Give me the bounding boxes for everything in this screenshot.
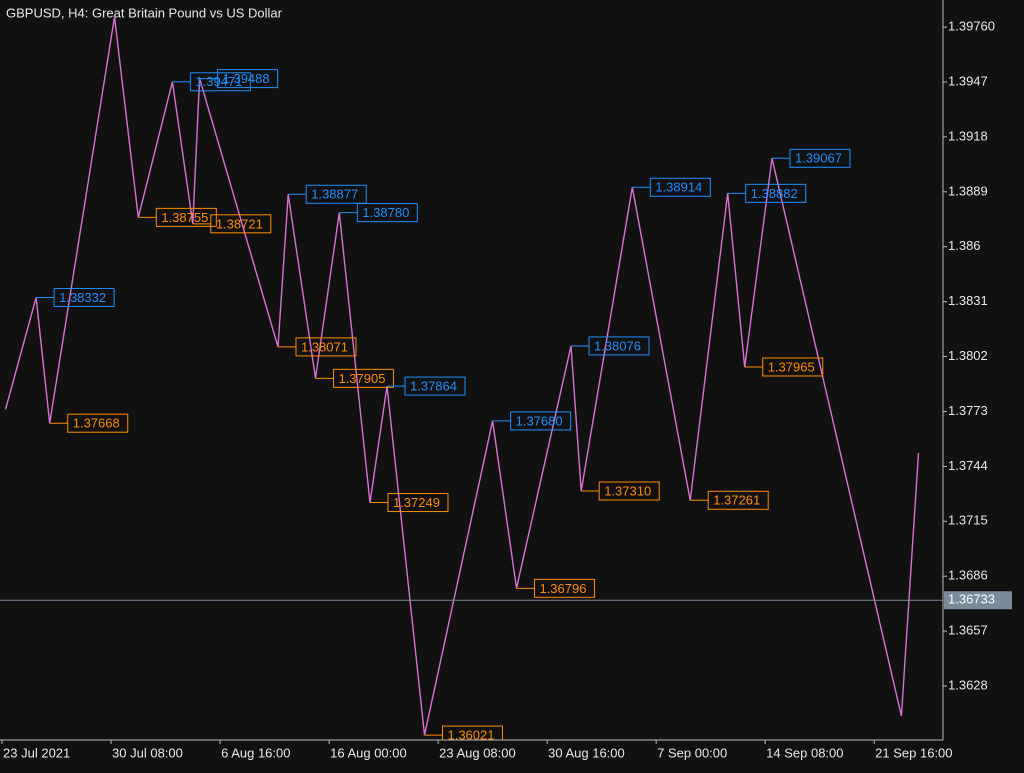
- low-label: 1.37668: [73, 416, 120, 431]
- low-label: 1.37310: [604, 483, 651, 498]
- high-label: 1.38332: [59, 290, 106, 305]
- price-label-box: [67, 413, 129, 433]
- low-label: 1.37965: [768, 359, 815, 374]
- high-label: 1.38882: [751, 186, 798, 201]
- y-tick-label: 1.3773: [948, 403, 988, 418]
- price-label-box: [441, 725, 503, 740]
- low-label: 1.36796: [539, 581, 586, 596]
- price-label-box: [598, 481, 660, 501]
- x-tick-label: 23 Jul 2021: [3, 745, 70, 760]
- plot-area: 1.38332 1.37668 1.38755 1.39471 1.38721 1.394…: [4, 16, 920, 743]
- low-label: 1.38755: [161, 210, 208, 225]
- price-label-box: [404, 376, 466, 396]
- x-tick-label: 30 Jul 08:00: [112, 745, 183, 760]
- y-tick-label: 1.39760: [948, 19, 995, 34]
- x-tick-label: 16 Aug 00:00: [330, 745, 407, 760]
- high-label: 1.39067: [795, 151, 842, 166]
- low-label: 1.38071: [301, 339, 348, 354]
- high-label: 1.38914: [655, 180, 702, 195]
- y-tick-label: 1.3802: [948, 348, 988, 363]
- price-label-box: [510, 411, 572, 431]
- high-label: 1.37864: [410, 379, 457, 394]
- y-tick-label: 1.3628: [948, 677, 988, 692]
- price-label-box: [533, 578, 595, 598]
- price-label-box: [53, 287, 115, 307]
- low-label: 1.37261: [713, 493, 760, 508]
- y-tick-label: 1.3947: [948, 73, 988, 88]
- y-tick-label: 1.3686: [948, 568, 988, 583]
- high-label: 1.38076: [594, 338, 641, 353]
- price-label-box: [217, 69, 279, 89]
- price-label-box: [155, 207, 217, 227]
- current-price-box: [944, 591, 1012, 610]
- y-tick-label: 1.3715: [948, 513, 988, 528]
- y-tick-label: 1.3831: [948, 293, 988, 308]
- x-tick-label: 30 Aug 16:00: [548, 745, 625, 760]
- price-label-box: [189, 72, 251, 92]
- price-label-box: [745, 183, 807, 203]
- price-label-box: [295, 337, 357, 357]
- low-label: 1.37905: [338, 371, 385, 386]
- price-label-box: [332, 368, 394, 388]
- price-label-box: [588, 336, 650, 356]
- y-tick-label: 1.3744: [948, 458, 988, 473]
- high-label: 1.38877: [311, 187, 358, 202]
- price-label-box: [762, 357, 824, 377]
- price-label-box: [356, 203, 418, 223]
- x-tick-label: 21 Sep 16:00: [875, 745, 952, 760]
- low-label: 1.38721: [216, 216, 263, 231]
- price-label-box: [387, 493, 449, 513]
- chart-title: GBPUSD, H4: Great Britain Pound vs US Do…: [6, 5, 283, 20]
- y-tick-label: 1.386: [948, 238, 981, 253]
- price-label-box: [649, 177, 711, 197]
- price-label-box: [210, 214, 272, 234]
- price-label-box: [707, 490, 769, 510]
- x-tick-label: 14 Sep 08:00: [766, 745, 843, 760]
- y-tick-label: 1.3918: [948, 128, 988, 143]
- low-label: 1.36021: [447, 728, 494, 743]
- high-label: 1.38780: [362, 205, 409, 220]
- low-label: 1.37249: [393, 495, 440, 510]
- y-tick-label: 1.3889: [948, 183, 988, 198]
- price-label-box: [305, 184, 367, 204]
- high-label: 1.39471: [195, 74, 242, 89]
- price-label-box: [789, 148, 851, 168]
- x-tick-label: 6 Aug 16:00: [221, 745, 290, 760]
- high-label: 1.39488: [223, 71, 270, 86]
- zigzag-line: [4, 16, 920, 736]
- current-price-label: 1.36733: [948, 592, 995, 607]
- x-tick-label: 7 Sep 00:00: [657, 745, 727, 760]
- high-label: 1.37680: [516, 413, 563, 428]
- y-tick-label: 1.3657: [948, 623, 988, 638]
- x-tick-label: 23 Aug 08:00: [439, 745, 516, 760]
